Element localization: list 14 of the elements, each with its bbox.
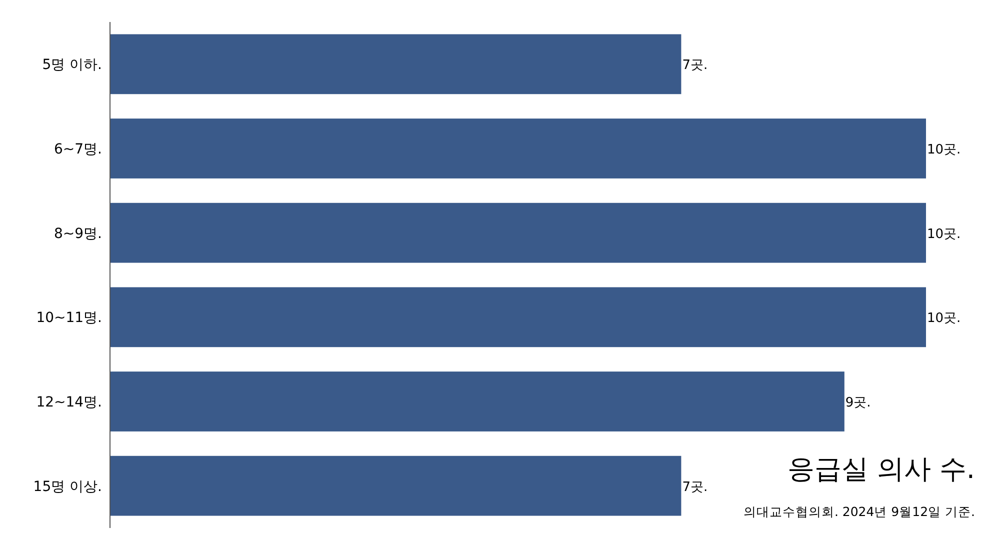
data-label: 7곳. <box>682 58 708 74</box>
y-tick-label: 12~14명. <box>36 394 102 410</box>
data-label: 10곳. <box>927 226 961 242</box>
data-label: 10곳. <box>927 142 961 158</box>
data-label: 9곳. <box>845 396 871 410</box>
y-tick-label: 6~7명. <box>54 142 102 158</box>
text: 응급실 의사 수. <box>787 454 975 485</box>
y-tick-label: 8~9명. <box>54 226 102 242</box>
y-tick-label: 15명 이상. <box>33 478 102 495</box>
data-label: 10곳. <box>927 311 961 326</box>
y-tick-label: 10~11명. <box>36 310 102 326</box>
annotation: 의대교수협의회. 2024년 9월12일 기준. <box>743 504 975 519</box>
data-label: 7곳. <box>682 480 708 495</box>
y-tick-label: 5명 이하. <box>42 57 102 74</box>
